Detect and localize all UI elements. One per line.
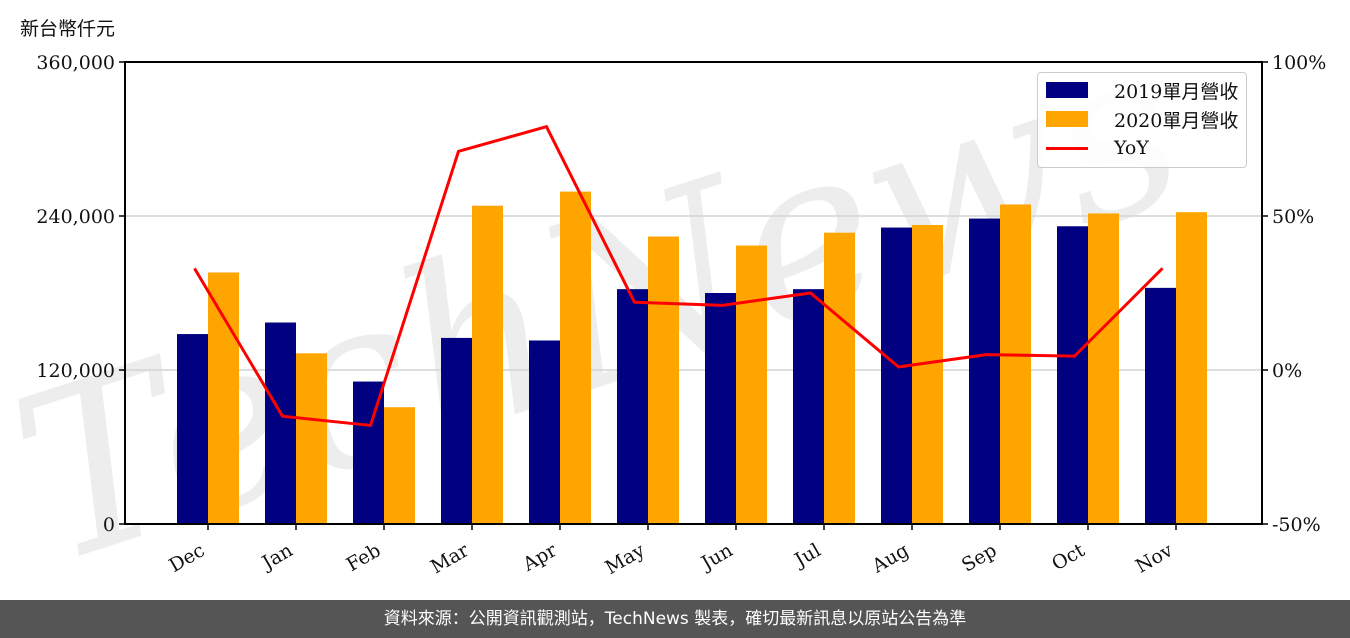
yoy-line — [193, 124, 1164, 428]
bar-2019 — [617, 289, 648, 524]
x-tick-label: Apr — [518, 539, 561, 576]
bar-2020 — [472, 205, 503, 524]
x-tick-label: Oct — [1048, 539, 1089, 575]
y2-tick-label: -50% — [1272, 514, 1321, 536]
plot-frame — [124, 61, 1263, 525]
bar-2019 — [1057, 226, 1088, 524]
bar-2020 — [560, 191, 591, 524]
x-tick-label: Jul — [789, 539, 824, 572]
x-tick-label: Feb — [343, 539, 385, 576]
legend-swatch-2019 — [1046, 82, 1088, 98]
y-axis-unit-label: 新台幣仟元 — [20, 18, 116, 40]
bar-2019 — [793, 289, 824, 524]
legend-item-2019: 2019單月營收 — [1046, 79, 1238, 103]
x-tick-label: Jun — [696, 539, 737, 575]
bar-2019 — [969, 218, 1000, 525]
bar-2019 — [177, 334, 208, 524]
y-tick-label: 360,000 — [36, 52, 115, 74]
x-tick-label: May — [602, 539, 649, 579]
legend-item-yoy: YoY — [1046, 137, 1149, 159]
legend-line-yoy — [1046, 146, 1088, 150]
legend-item-2020: 2020單月營收 — [1046, 108, 1238, 132]
combo-chart: TechNews0120,000240,000360,000-50%0%50%1… — [0, 0, 1326, 600]
bar-2019 — [441, 337, 472, 524]
bar-2020 — [208, 272, 239, 524]
x-tick-label: Mar — [427, 539, 473, 578]
y2-tick-label: 0% — [1272, 360, 1302, 382]
y-tick-label: 240,000 — [36, 206, 115, 228]
bar-2019 — [265, 322, 296, 524]
bar-2020 — [736, 245, 767, 524]
bar-2020 — [296, 353, 327, 524]
legend: 2019單月營收 2020單月營收 YoY — [1037, 72, 1247, 168]
y2-tick-label: 50% — [1272, 206, 1314, 228]
bar-2019 — [705, 293, 736, 524]
y2-tick-label: 100% — [1272, 52, 1326, 74]
x-tick-label: Aug — [868, 539, 913, 578]
y-tick-label: 120,000 — [36, 360, 115, 382]
bar-2020 — [912, 224, 943, 524]
bar-2019 — [353, 381, 384, 524]
bar-2019 — [529, 340, 560, 524]
bar-2020 — [384, 407, 415, 524]
bar-2020 — [1088, 213, 1119, 524]
bar-2019 — [881, 227, 912, 525]
bar-2020 — [1000, 204, 1031, 524]
legend-swatch-2020 — [1046, 111, 1088, 127]
bar-2020 — [648, 236, 679, 525]
source-footer: 資料來源：公開資訊觀測站，TechNews 製表，確切最新訊息以原站公告為準 — [0, 600, 1350, 638]
x-tick-label: Nov — [1132, 539, 1177, 578]
y-tick-label: 0 — [103, 514, 115, 536]
x-tick-label: Sep — [958, 539, 1001, 576]
bar-2020 — [824, 232, 855, 524]
bar-2019 — [1145, 287, 1176, 524]
bar-2020 — [1176, 212, 1207, 524]
